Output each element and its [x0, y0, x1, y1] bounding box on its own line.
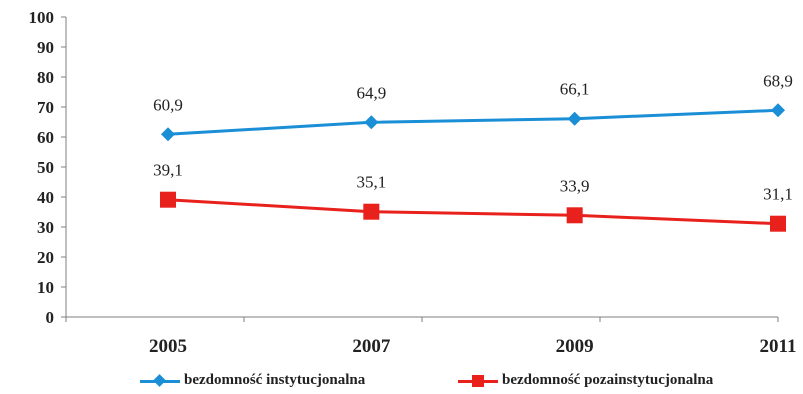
y-tick-label: 60 [37, 128, 54, 147]
x-tick-label: 2009 [556, 336, 594, 357]
legend-label-series-2: bezdomność pozainstytucjonalna [502, 372, 714, 388]
y-tick-label: 30 [37, 218, 54, 237]
legend-item-series-2: bezdomność pozainstytucjonalna [458, 372, 713, 389]
data-point-square [363, 203, 380, 220]
x-tick-label: 2011 [760, 336, 797, 357]
y-tick-label: 40 [37, 188, 54, 207]
data-point-diamond [771, 103, 785, 118]
data-label: 33,9 [560, 176, 590, 195]
y-tick-label: 0 [46, 308, 55, 327]
legend-marker-square [458, 374, 498, 388]
y-tick-label: 80 [37, 68, 54, 87]
data-point-diamond [567, 111, 582, 126]
x-tick-label: 2007 [352, 336, 391, 357]
data-point-diamond [161, 127, 175, 142]
data-label: 66,1 [560, 80, 590, 99]
y-tick-label: 90 [37, 38, 54, 57]
data-label: 39,1 [153, 161, 183, 180]
y-tick-label: 70 [37, 98, 54, 117]
data-label: 35,1 [356, 173, 386, 192]
y-tick-label: 20 [37, 248, 54, 267]
y-tick-label: 10 [37, 278, 54, 297]
legend-item-series-1: bezdomność instytucjonalna [140, 372, 365, 389]
y-tick-label: 50 [37, 158, 54, 177]
data-point-square [770, 215, 786, 232]
data-point-diamond [364, 115, 379, 130]
data-point-square [566, 207, 583, 224]
legend-marker-diamond [140, 373, 180, 388]
data-label: 64,9 [356, 83, 386, 102]
x-tick-label: 2005 [149, 336, 187, 357]
data-label: 60,9 [153, 95, 183, 114]
data-point-square [160, 191, 176, 208]
series-line-2 [167, 198, 779, 226]
series-line-1 [167, 108, 779, 136]
data-label: 31,1 [763, 185, 793, 204]
chart-legend: bezdomność instytucjonalna bezdomność po… [0, 372, 803, 394]
y-tick-label: 100 [29, 8, 55, 27]
legend-label-series-1: bezdomność instytucjonalna [184, 372, 366, 388]
data-label: 68,9 [763, 71, 793, 90]
